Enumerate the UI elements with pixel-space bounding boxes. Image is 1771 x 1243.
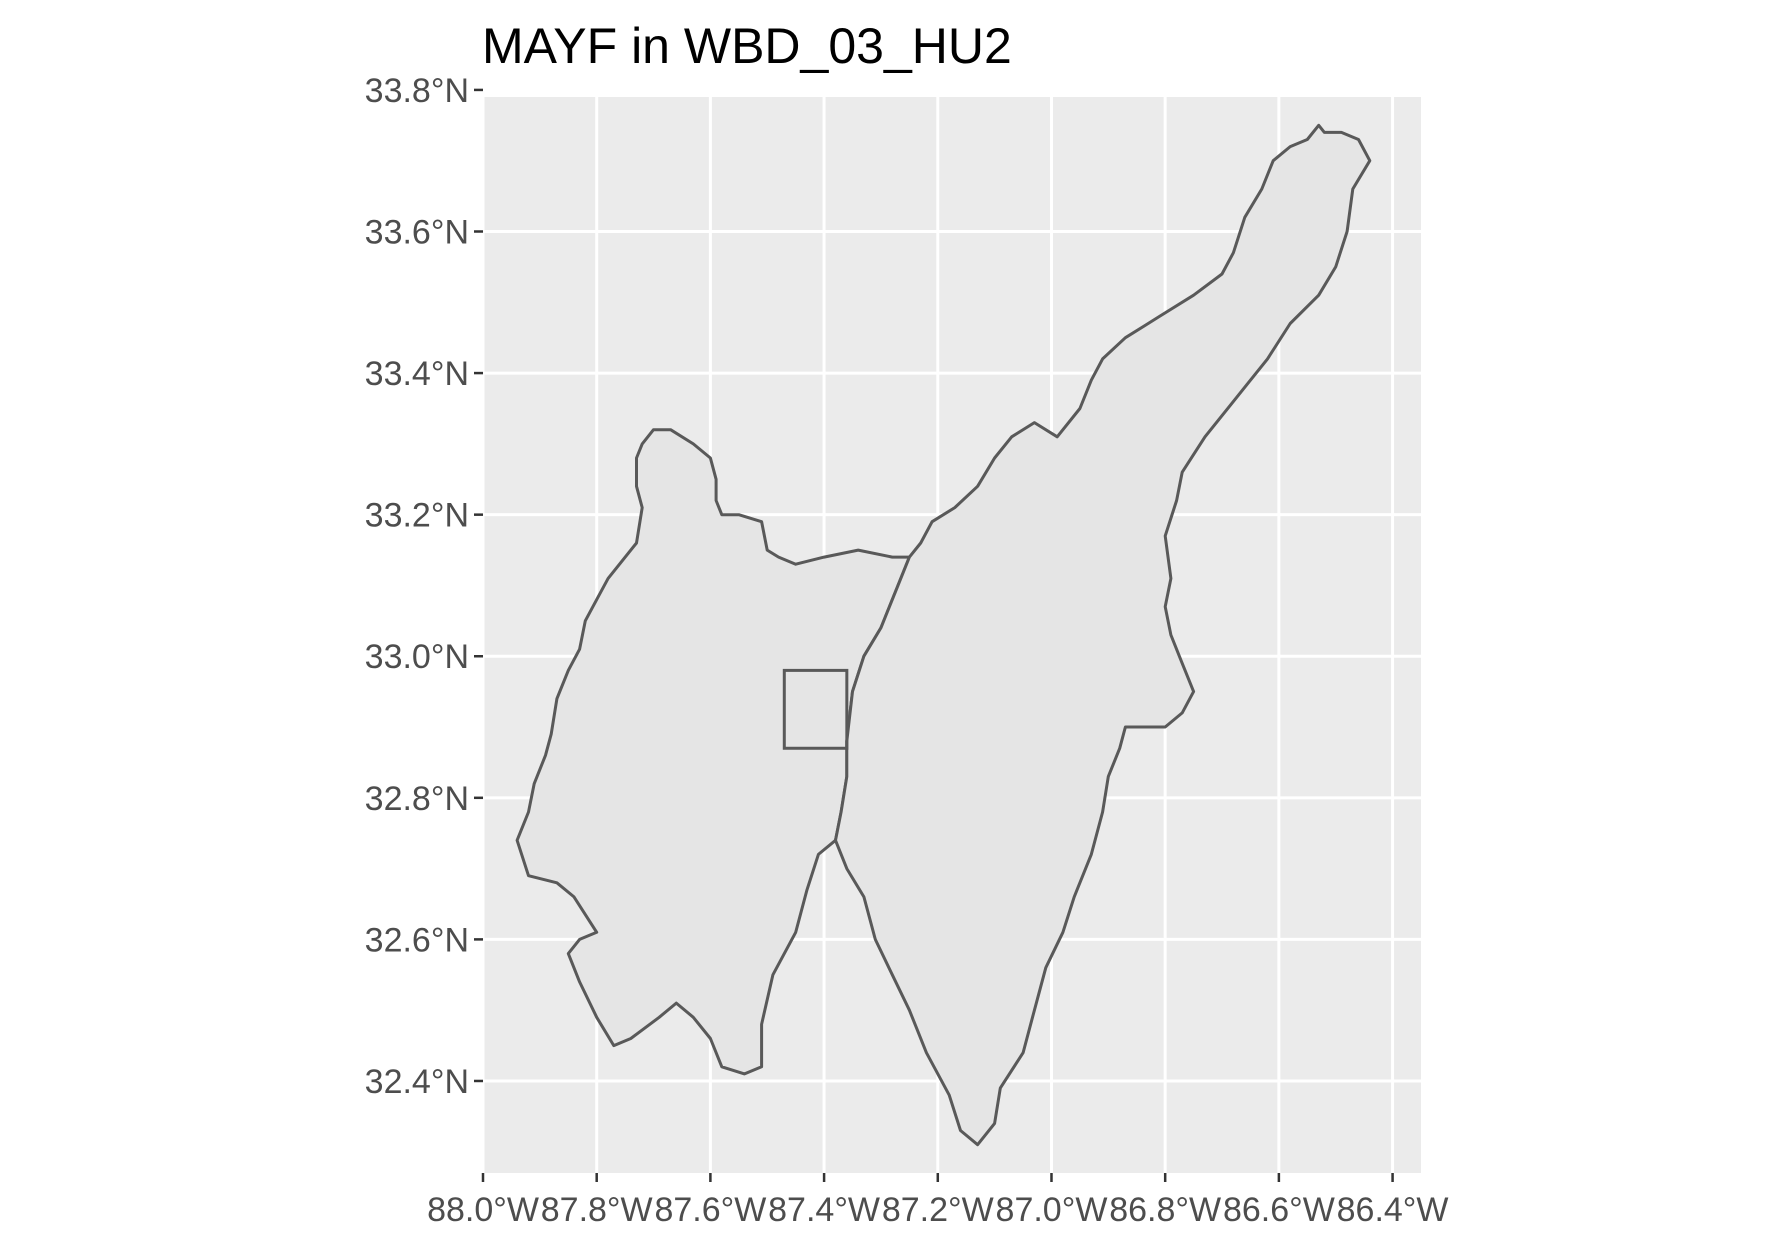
- x-tick-label: 86.8°W: [1109, 1191, 1221, 1229]
- y-tick-label: 33.0°N: [365, 638, 469, 676]
- x-tick-label: 88.0°W: [427, 1191, 539, 1229]
- x-axis: 88.0°W 87.8°W 87.6°W 87.4°W 87.2°W 87.0°W 86.8…: [427, 1173, 1449, 1229]
- y-tick-label: 33.2°N: [365, 497, 469, 535]
- y-tick-label: 33.6°N: [365, 214, 469, 252]
- basin-polygons: [515, 123, 1372, 1147]
- basin-polygon-2: [834, 123, 1372, 1147]
- y-tick-label: 32.4°N: [365, 1063, 469, 1101]
- x-tick-label: 87.2°W: [882, 1191, 994, 1229]
- site-box-layer: [782, 668, 849, 750]
- y-tick-label: 32.6°N: [365, 921, 469, 959]
- x-tick-label: 87.8°W: [541, 1191, 653, 1229]
- x-tick-label: 87.4°W: [768, 1191, 880, 1229]
- x-tick-label: 87.6°W: [654, 1191, 766, 1229]
- site-bounding-box: [782, 668, 849, 750]
- y-tick-label: 32.8°N: [365, 780, 469, 818]
- x-tick-label: 87.0°W: [996, 1191, 1108, 1229]
- plot-title: MAYF in WBD_03_HU2: [482, 18, 1012, 74]
- x-tick-label: 86.4°W: [1337, 1191, 1449, 1229]
- y-axis: 33.8°N 33.6°N 33.4°N 33.2°N 33.0°N 32.8°N 32.6…: [365, 72, 483, 1101]
- x-tick-label: 86.6°W: [1223, 1191, 1335, 1229]
- y-tick-label: 33.8°N: [365, 72, 469, 110]
- y-tick-label: 33.4°N: [365, 355, 469, 393]
- basin-polygon-1: [515, 428, 911, 1076]
